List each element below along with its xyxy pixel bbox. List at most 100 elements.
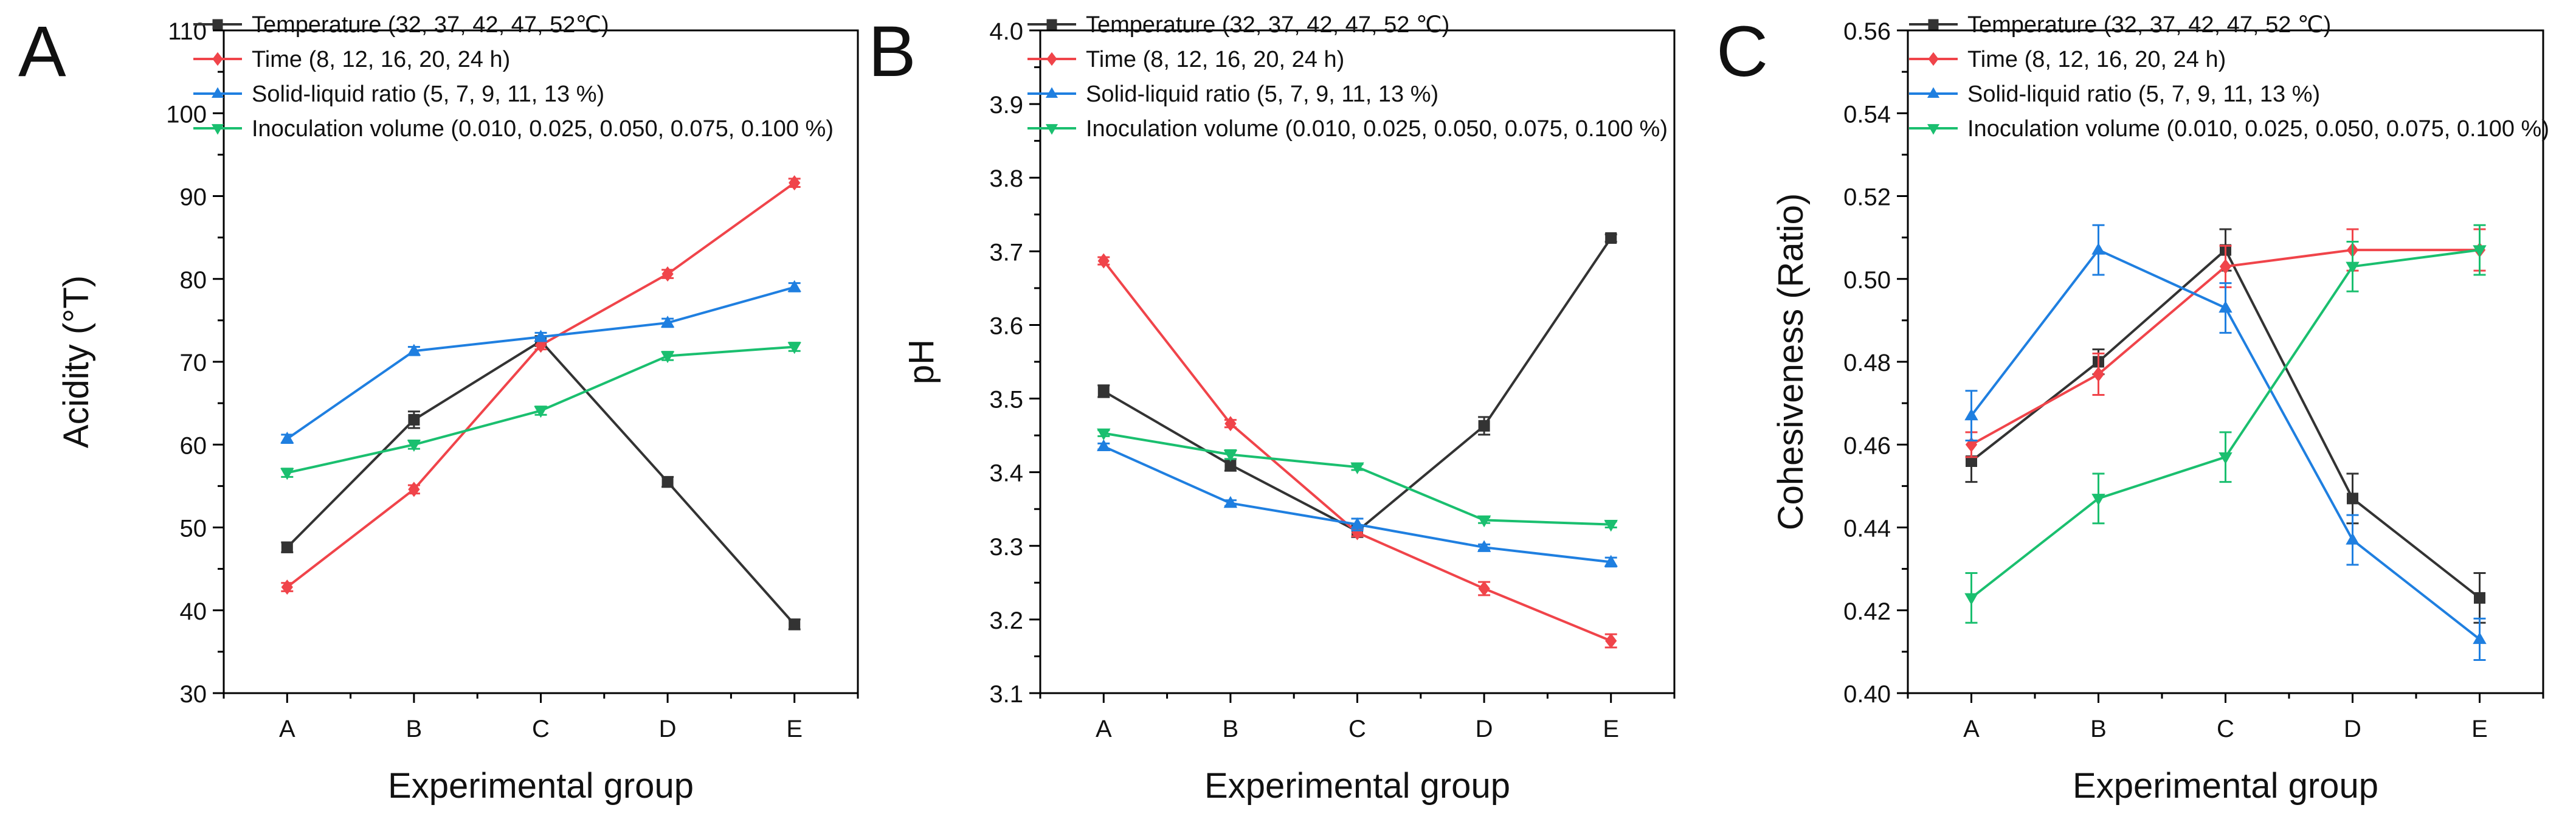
data-point [661,266,674,282]
x-tick-label: D [659,716,677,742]
x-axis-title: Experimental group [2073,766,2378,806]
y-tick-label: 0.46 [1843,432,1891,459]
legend-label: Solid-liquid ratio (5, 7, 9, 11, 13 %) [1967,81,2320,107]
data-point [1478,581,1490,596]
y-tick-label: 40 [180,598,207,625]
data-point [661,476,674,488]
data-point [1964,408,1978,421]
data-point [1223,449,1238,462]
data-point [1477,515,1491,528]
chart-panel-acidity: 30 40 50 60 70 80 90 100 110 A B C D E Experimental gr… [18,12,859,806]
legend-marker [1045,87,1058,98]
series-line [1103,432,1611,526]
series-line [286,339,796,626]
data-point [789,618,801,631]
legend-marker [211,87,224,98]
legend-label: Inoculation volume (0.010, 0.025, 0.050,… [1967,116,2549,142]
data-point [2219,452,2232,465]
x-tick-label: E [1603,716,1619,742]
data-point [407,344,421,356]
y-tick-label: 110 [168,18,207,45]
series-3 [1097,428,1618,532]
panel-letter: C [1716,12,1768,92]
legend-label: Time (8, 12, 16, 20, 24 h) [252,47,510,72]
data-point [2219,300,2232,313]
y-tick-label: 60 [180,432,207,459]
x-tick-label: C [532,716,550,742]
x-tick-label: B [406,716,423,742]
legend: Temperature (32, 37, 42, 47, 52℃) Time (8… [193,12,834,142]
legend-marker [1927,87,1940,98]
data-point [2474,592,2485,604]
data-point [1350,462,1364,474]
x-tick-label: E [786,716,803,742]
series-line [1103,237,1612,533]
x-tick-label: C [2217,716,2234,742]
data-point [2092,366,2105,382]
y-tick-label: 3.5 [989,387,1023,413]
y-tick-label: 3.8 [989,165,1023,192]
data-point [1477,540,1491,552]
y-tick-label: 3.1 [989,681,1023,708]
legend-marker [1928,52,1939,66]
series-3 [280,342,801,480]
y-axis-title: Acidity (°T) [57,275,96,448]
y-tick-label: 0.42 [1843,598,1891,625]
legend-label: Inoculation volume (0.010, 0.025, 0.050,… [252,116,834,142]
series-1 [1965,228,2486,458]
x-tick-label: A [1096,716,1112,742]
data-point [1350,517,1364,530]
data-point [408,413,420,426]
y-tick-label: 0.44 [1843,516,1891,542]
y-axis-title: pH [902,339,941,384]
y-tick-label: 3.2 [989,607,1023,634]
data-point [1097,428,1111,441]
data-point [2091,494,2105,506]
x-axis-title: Experimental group [388,766,694,806]
x-tick-label: E [2471,716,2488,742]
x-tick-label: B [1223,716,1239,742]
series-1 [1097,253,1617,649]
y-tick-label: 4.0 [989,18,1023,45]
data-point [1964,593,1978,606]
data-point [1605,232,1617,244]
data-point [1605,633,1617,649]
data-point [2346,533,2360,545]
legend-marker [1046,19,1057,30]
data-point [789,175,801,191]
data-point [2219,258,2232,274]
chart-panel-ph: 3.1 3.2 3.3 3.4 3.5 3.6 3.7 3.8 3.9 4.0 A B C D E Exper… [868,12,1676,806]
data-point [407,440,421,452]
series-0 [1097,232,1617,538]
data-point [1097,439,1111,451]
series-1 [281,175,801,595]
data-point [1223,496,1238,508]
data-point [2346,261,2360,274]
y-tick-label: 3.3 [989,534,1023,561]
x-tick-label: C [1348,716,1366,742]
y-tick-label: 100 [166,101,207,128]
data-point [787,342,801,354]
y-tick-label: 0.50 [1843,267,1891,294]
data-point [281,579,293,595]
data-point [787,280,801,292]
y-tick-label: 3.4 [989,460,1023,487]
data-point [534,406,548,418]
legend-label: Solid-liquid ratio (5, 7, 9, 11, 13 %) [1086,81,1438,107]
data-point [2473,632,2487,644]
x-tick-label: B [2090,716,2107,742]
series-3 [1964,224,2487,624]
y-tick-label: 70 [180,350,207,376]
data-point [280,431,294,444]
x-tick-label: A [279,716,295,742]
data-point [660,316,675,328]
data-point [280,468,294,480]
y-tick-label: 0.56 [1843,18,1891,45]
data-point [1478,420,1490,432]
legend-marker [212,19,223,30]
y-tick-label: 30 [180,681,207,708]
y-tick-label: 0.52 [1843,184,1891,211]
legend-label: Temperature (32, 37, 42, 47, 52 ℃) [1086,12,1449,38]
data-point [534,330,548,342]
series-2 [1964,224,2487,661]
